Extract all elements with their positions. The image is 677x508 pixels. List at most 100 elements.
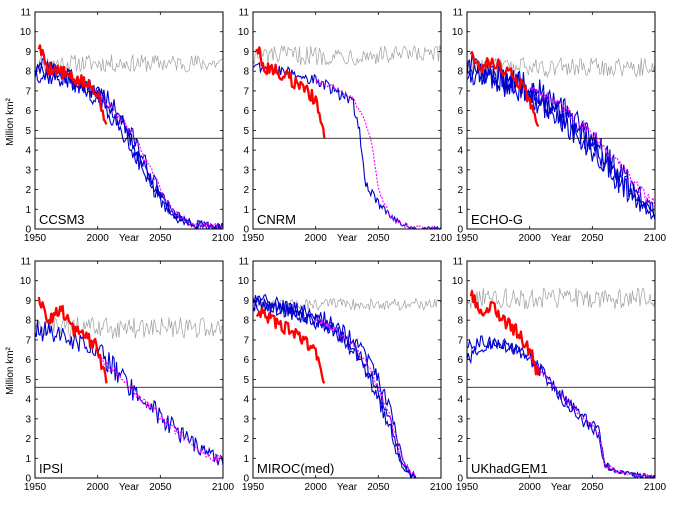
y-tick-label: 1 — [457, 454, 463, 465]
y-tick-label: 7 — [243, 335, 249, 346]
y-tick-label: 1 — [25, 454, 31, 465]
x-tick-label: 1950 — [24, 482, 47, 493]
y-tick-label: 2 — [457, 434, 463, 445]
plot-area — [35, 44, 223, 229]
y-tick-label: 5 — [25, 375, 31, 386]
y-tick-label: 8 — [457, 316, 463, 327]
x-axis-label: Year — [119, 233, 140, 244]
x-tick-label: 2000 — [305, 233, 328, 244]
y-tick-label: 4 — [457, 146, 463, 157]
model-run-line — [35, 58, 223, 229]
y-tick-label: 8 — [243, 67, 249, 78]
x-tick-label: 1950 — [242, 482, 265, 493]
axes-frame — [252, 260, 442, 479]
plot-area — [35, 296, 223, 466]
y-tick-label: 10 — [20, 27, 32, 38]
y-tick-label: 0 — [25, 225, 31, 236]
y-tick-label: 8 — [25, 67, 31, 78]
x-tick-label: 2050 — [581, 233, 604, 244]
y-tick-label: 1 — [25, 205, 31, 216]
ensemble-mean-line — [529, 355, 655, 478]
y-tick-label: 0 — [243, 225, 249, 236]
observed-line — [37, 44, 108, 125]
y-tick-label: 3 — [25, 165, 31, 176]
y-tick-label: 1 — [243, 205, 249, 216]
x-tick-label: 2000 — [87, 233, 110, 244]
ylabel-bottom: Million km² — [5, 346, 16, 394]
panel-title: IPSl — [39, 461, 63, 476]
y-tick-label: 11 — [453, 257, 464, 268]
y-tick-label: 6 — [243, 355, 249, 366]
observed-line — [255, 46, 326, 139]
y-tick-label: 11 — [21, 257, 32, 268]
panel-echo-g: 0 1 2 3 4 5 6 7 8 9 10 11 1950 2000 2050 2100 Year ECHO-G — [452, 8, 667, 245]
y-tick-label: 10 — [238, 276, 250, 287]
x-axis-label: Year — [337, 233, 358, 244]
y-tick-label: 7 — [25, 335, 31, 346]
y-tick-label: 5 — [457, 126, 463, 137]
model-run-line — [467, 54, 655, 218]
y-tick-label: 3 — [457, 414, 463, 425]
model-run-line — [253, 300, 417, 478]
model-run-line — [467, 335, 655, 478]
axes-frame — [34, 260, 224, 479]
x-tick-label: 2100 — [212, 482, 235, 493]
x-tick-label: 2100 — [430, 233, 453, 244]
x-tick-label: 2000 — [305, 482, 328, 493]
plot-area — [467, 51, 655, 221]
x-tick-label: 2000 — [519, 233, 542, 244]
y-tick-label: 5 — [25, 126, 31, 137]
y-tick-label: 10 — [452, 276, 464, 287]
y-tick-label: 2 — [25, 185, 31, 196]
control-run-line — [253, 45, 441, 66]
y-tick-label: 0 — [457, 474, 463, 485]
y-tick-label: 11 — [239, 8, 250, 19]
y-tick-label: 7 — [457, 86, 463, 97]
y-tick-label: 6 — [457, 355, 463, 366]
panel-title: UKhadGEM1 — [471, 461, 548, 476]
panel-ipsl: 0 1 2 3 4 5 6 7 8 9 10 11 1950 2000 2050 2100 Year IPSl — [20, 257, 235, 494]
x-axis-label: Year — [337, 482, 358, 493]
y-tick-label: 4 — [25, 146, 31, 157]
axes-frame — [466, 11, 656, 230]
control-run-line — [35, 54, 223, 73]
x-tick-label: 1950 — [456, 482, 479, 493]
y-tick-label: 1 — [457, 205, 463, 216]
x-tick-label: 2100 — [644, 233, 667, 244]
x-tick-label: 2000 — [87, 482, 110, 493]
observed-line — [255, 307, 326, 384]
y-tick-label: 6 — [243, 106, 249, 117]
y-tick-label: 0 — [25, 474, 31, 485]
y-tick-label: 6 — [25, 355, 31, 366]
x-tick-label: 2050 — [149, 233, 172, 244]
ensemble-mean-line — [315, 316, 417, 477]
x-tick-label: 2100 — [644, 482, 667, 493]
y-tick-label: 8 — [457, 67, 463, 78]
y-tick-label: 9 — [243, 296, 249, 307]
y-tick-label: 8 — [25, 316, 31, 327]
y-tick-label: 3 — [243, 414, 249, 425]
panel-title: MIROC(med) — [257, 461, 334, 476]
y-tick-label: 3 — [243, 165, 249, 176]
y-tick-label: 10 — [452, 27, 464, 38]
model-run-line — [467, 339, 655, 478]
control-run-line — [35, 316, 223, 339]
panel-cnrm: 0 1 2 3 4 5 6 7 8 9 10 11 1950 2000 2050 2100 Year CNRM — [238, 8, 453, 245]
y-tick-label: 5 — [243, 126, 249, 137]
y-tick-label: 5 — [243, 375, 249, 386]
panel-ccsm3: 0 1 2 3 4 5 6 7 8 9 10 11 1950 2000 2050 2100 Year CCSM3 — [20, 8, 235, 245]
x-tick-label: 2100 — [212, 233, 235, 244]
y-tick-label: 9 — [243, 47, 249, 58]
y-tick-label: 7 — [457, 335, 463, 346]
y-tick-label: 1 — [243, 454, 249, 465]
panel-ukhadgem1: 0 1 2 3 4 5 6 7 8 9 10 11 1950 2000 2050 2100 YearUKhadG… — [452, 257, 667, 494]
control-run-line — [253, 297, 441, 311]
observed-line — [37, 296, 108, 384]
y-tick-label: 3 — [457, 165, 463, 176]
panel-miroc-med-: 0 1 2 3 4 5 6 7 8 9 10 11 1950 2000 2050 2100 YearMIROC(… — [238, 257, 453, 494]
y-tick-label: 2 — [457, 185, 463, 196]
y-tick-label: 7 — [243, 86, 249, 97]
y-tick-label: 4 — [243, 395, 249, 406]
y-tick-label: 6 — [457, 106, 463, 117]
